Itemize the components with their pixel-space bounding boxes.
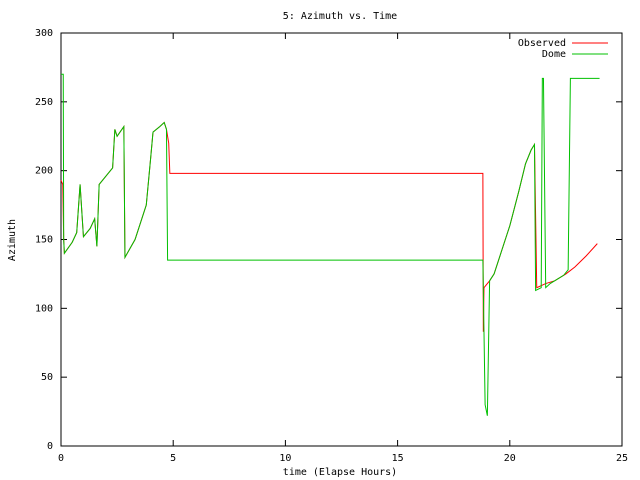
x-tick-label: 5 [170,453,176,464]
legend-label: Observed [518,38,566,49]
x-axis-label: time (Elapse Hours) [283,467,397,478]
y-tick-label: 0 [47,441,53,452]
y-axis-label: Azimuth [7,219,18,261]
x-tick-label: 15 [392,453,404,464]
legend-label: Dome [542,49,566,60]
y-tick-label: 300 [35,28,53,39]
chart-title: 5: Azimuth vs. Time [283,11,397,22]
x-tick-label: 10 [279,453,291,464]
x-tick-label: 20 [504,453,516,464]
x-tick-label: 0 [58,453,64,464]
x-tick-label: 25 [616,453,628,464]
series-line [60,121,598,332]
y-tick-label: 200 [35,166,53,177]
y-tick-label: 250 [35,97,53,108]
y-tick-label: 150 [35,235,53,246]
plot-border [60,32,623,447]
y-tick-label: 100 [35,303,53,314]
series-line [61,73,600,416]
y-tick-label: 50 [41,372,53,383]
